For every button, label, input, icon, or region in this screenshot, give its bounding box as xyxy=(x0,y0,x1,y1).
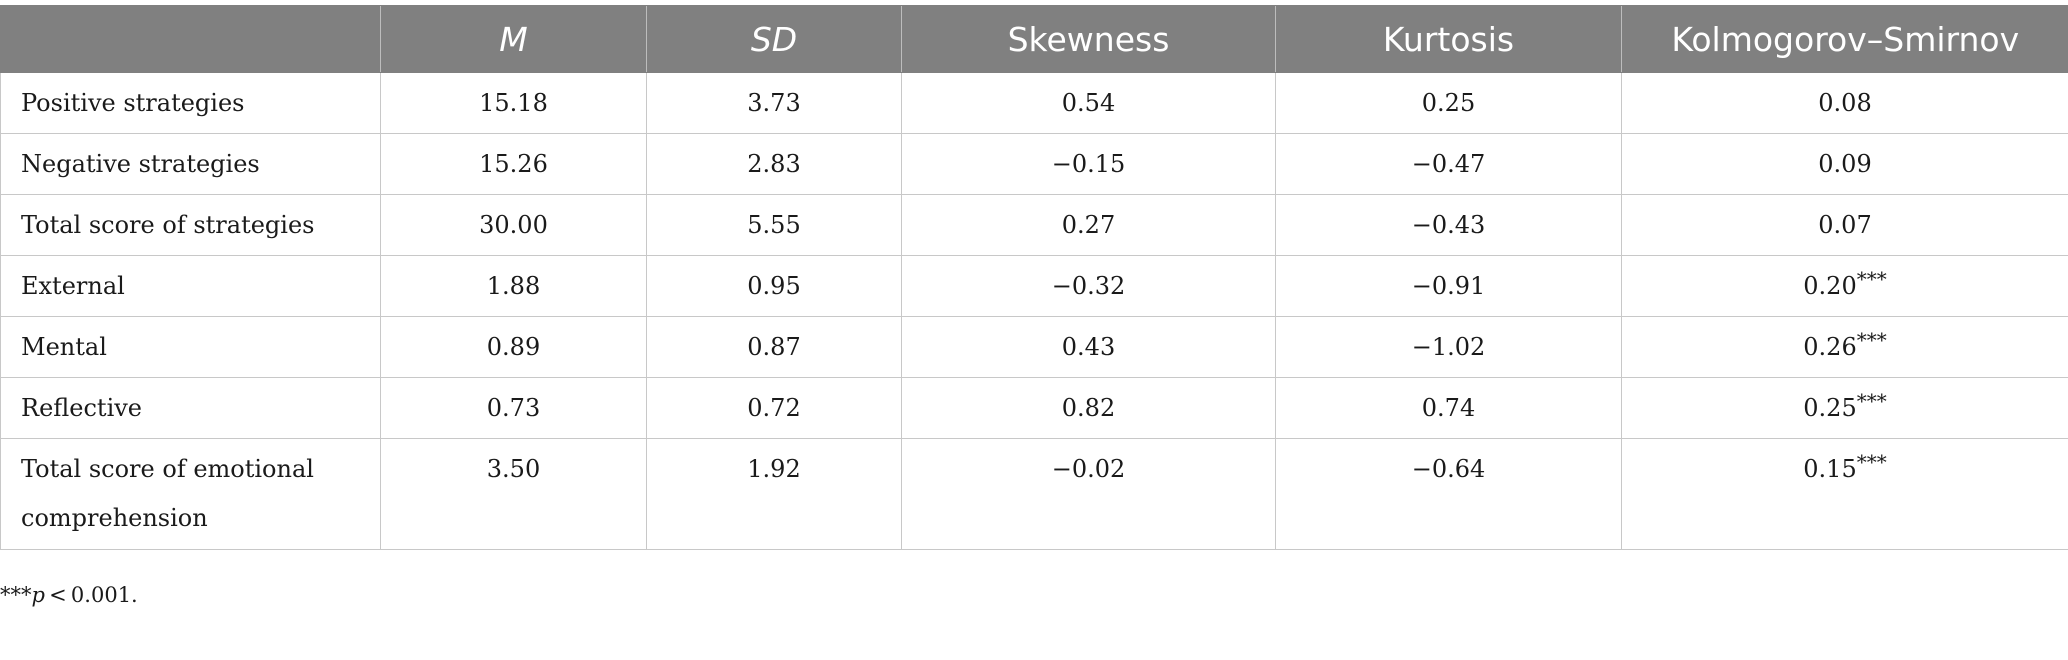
cell-ks: 0.09 xyxy=(1621,133,2068,195)
header-kurtosis: Kurtosis xyxy=(1275,5,1622,73)
ks-value: 0.08 xyxy=(1818,89,1872,117)
footnote-p: p xyxy=(31,583,45,607)
row-label: Total score of emotional comprehension xyxy=(0,438,381,550)
significance-marker: *** xyxy=(1856,450,1887,474)
row-label: Negative strategies xyxy=(0,133,381,195)
row-label: Positive strategies xyxy=(0,72,381,134)
footnote-text: < 0.001. xyxy=(44,583,138,607)
header-kolmogorov-smirnov: Kolmogorov–Smirnov xyxy=(1621,5,2068,73)
cell-kurtosis: −0.64 xyxy=(1275,438,1622,550)
cell-sd: 3.73 xyxy=(646,72,902,134)
cell-skewness: −0.15 xyxy=(901,133,1276,195)
cell-kurtosis: −1.02 xyxy=(1275,316,1622,378)
cell-sd: 0.72 xyxy=(646,377,902,439)
header-blank xyxy=(0,5,381,73)
cell-mean: 0.73 xyxy=(380,377,647,439)
cell-mean: 15.18 xyxy=(380,72,647,134)
table-row: External 1.88 0.95 −0.32 −0.91 0.20*** xyxy=(0,255,2068,317)
cell-mean: 30.00 xyxy=(380,194,647,256)
cell-ks: 0.15*** xyxy=(1621,438,2068,550)
table-footnote: ***p < 0.001. xyxy=(0,583,138,607)
descriptive-statistics-table: M SD Skewness Kurtosis Kolmogorov–Smirno… xyxy=(0,5,2068,550)
header-row: M SD Skewness Kurtosis Kolmogorov–Smirno… xyxy=(0,5,2068,73)
cell-sd: 5.55 xyxy=(646,194,902,256)
cell-skewness: 0.54 xyxy=(901,72,1276,134)
header-sd: SD xyxy=(646,5,902,73)
cell-ks: 0.20*** xyxy=(1621,255,2068,317)
cell-kurtosis: −0.91 xyxy=(1275,255,1622,317)
table-row: Total score of strategies 30.00 5.55 0.2… xyxy=(0,194,2068,256)
header-skewness: Skewness xyxy=(901,5,1276,73)
table-row: Reflective 0.73 0.72 0.82 0.74 0.25*** xyxy=(0,377,2068,439)
cell-sd: 1.92 xyxy=(646,438,902,550)
ks-value: 0.26 xyxy=(1803,333,1857,361)
cell-kurtosis: −0.43 xyxy=(1275,194,1622,256)
ks-value: 0.07 xyxy=(1818,211,1872,239)
ks-value: 0.09 xyxy=(1818,150,1872,178)
cell-skewness: 0.82 xyxy=(901,377,1276,439)
cell-kurtosis: 0.74 xyxy=(1275,377,1622,439)
table-row: Negative strategies 15.26 2.83 −0.15 −0.… xyxy=(0,133,2068,195)
row-label: External xyxy=(0,255,381,317)
cell-ks: 0.08 xyxy=(1621,72,2068,134)
cell-sd: 0.87 xyxy=(646,316,902,378)
table-row: Positive strategies 15.18 3.73 0.54 0.25… xyxy=(0,72,2068,134)
cell-ks: 0.07 xyxy=(1621,194,2068,256)
cell-ks: 0.25*** xyxy=(1621,377,2068,439)
header-mean: M xyxy=(380,5,647,73)
table-row: Total score of emotional comprehension 3… xyxy=(0,438,2068,550)
cell-mean: 1.88 xyxy=(380,255,647,317)
footnote-stars: *** xyxy=(0,583,32,607)
cell-kurtosis: 0.25 xyxy=(1275,72,1622,134)
ks-value: 0.15 xyxy=(1803,455,1857,483)
row-label: Reflective xyxy=(0,377,381,439)
cell-ks: 0.26*** xyxy=(1621,316,2068,378)
table-row: Mental 0.89 0.87 0.43 −1.02 0.26*** xyxy=(0,316,2068,378)
ks-value: 0.25 xyxy=(1803,394,1857,422)
row-label: Mental xyxy=(0,316,381,378)
cell-skewness: −0.32 xyxy=(901,255,1276,317)
statistics-table-container: M SD Skewness Kurtosis Kolmogorov–Smirno… xyxy=(0,5,2068,550)
cell-mean: 15.26 xyxy=(380,133,647,195)
cell-mean: 3.50 xyxy=(380,438,647,550)
row-label: Total score of strategies xyxy=(0,194,381,256)
significance-marker: *** xyxy=(1856,267,1887,291)
significance-marker: *** xyxy=(1856,389,1887,413)
cell-mean: 0.89 xyxy=(380,316,647,378)
cell-kurtosis: −0.47 xyxy=(1275,133,1622,195)
ks-value: 0.20 xyxy=(1803,272,1857,300)
cell-skewness: 0.27 xyxy=(901,194,1276,256)
cell-sd: 0.95 xyxy=(646,255,902,317)
cell-sd: 2.83 xyxy=(646,133,902,195)
cell-skewness: −0.02 xyxy=(901,438,1276,550)
significance-marker: *** xyxy=(1856,328,1887,352)
cell-skewness: 0.43 xyxy=(901,316,1276,378)
